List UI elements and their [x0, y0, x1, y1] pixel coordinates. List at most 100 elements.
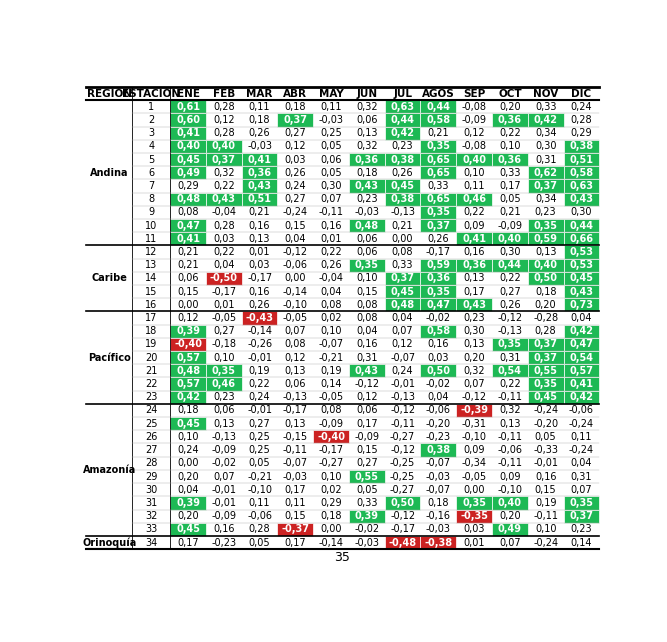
Bar — [420, 325, 456, 338]
Text: 0,23: 0,23 — [392, 141, 414, 152]
Text: 0,43: 0,43 — [462, 300, 486, 310]
Text: -0,21: -0,21 — [319, 352, 344, 363]
Text: 31: 31 — [145, 498, 157, 508]
Text: 12: 12 — [145, 247, 157, 257]
Text: 0,05: 0,05 — [320, 141, 342, 152]
Bar — [528, 391, 564, 404]
Text: -0,09: -0,09 — [319, 419, 344, 429]
Text: 0,43: 0,43 — [247, 181, 271, 191]
Text: 0,26: 0,26 — [320, 260, 342, 270]
Text: 0,22: 0,22 — [213, 247, 235, 257]
Text: 0,38: 0,38 — [570, 141, 594, 152]
Text: 0,17: 0,17 — [499, 181, 521, 191]
Text: 7: 7 — [148, 181, 155, 191]
Text: 0,11: 0,11 — [285, 498, 306, 508]
Text: 0,01: 0,01 — [213, 300, 235, 310]
Text: 0,43: 0,43 — [570, 286, 594, 297]
Text: 0,15: 0,15 — [177, 286, 199, 297]
Text: 0,48: 0,48 — [176, 366, 200, 376]
Text: -0,17: -0,17 — [390, 525, 415, 534]
Bar — [420, 285, 456, 299]
Text: 0,33: 0,33 — [392, 260, 414, 270]
Text: 0,24: 0,24 — [392, 366, 414, 376]
Text: -0,17: -0,17 — [247, 273, 272, 283]
Text: 28: 28 — [145, 458, 157, 468]
Bar — [528, 351, 564, 364]
Text: 0,17: 0,17 — [285, 537, 306, 548]
Text: -0,09: -0,09 — [211, 511, 236, 521]
Text: 0,65: 0,65 — [426, 168, 450, 178]
Text: 0,31: 0,31 — [571, 471, 592, 482]
Text: 0,31: 0,31 — [535, 155, 556, 164]
Bar — [528, 232, 564, 245]
Text: 0,00: 0,00 — [177, 458, 199, 468]
Text: 29: 29 — [145, 471, 157, 482]
Text: 0,04: 0,04 — [356, 326, 378, 336]
Text: 0,65: 0,65 — [426, 155, 450, 164]
Text: -0,09: -0,09 — [498, 221, 522, 230]
Text: 11: 11 — [145, 234, 157, 244]
Text: 0,14: 0,14 — [571, 537, 592, 548]
Text: -0,15: -0,15 — [283, 432, 308, 442]
Text: 0,53: 0,53 — [570, 247, 594, 257]
Text: 0,27: 0,27 — [213, 326, 235, 336]
Bar — [170, 114, 206, 126]
Text: 0,06: 0,06 — [213, 406, 235, 415]
Bar — [385, 285, 420, 299]
Text: -0,01: -0,01 — [211, 498, 236, 508]
Bar — [170, 193, 206, 206]
Text: 0,04: 0,04 — [177, 485, 199, 495]
Text: 0,21: 0,21 — [392, 221, 414, 230]
Bar — [349, 470, 385, 483]
Text: 0,39: 0,39 — [355, 511, 379, 521]
Bar — [170, 100, 206, 114]
Text: 0,23: 0,23 — [570, 525, 592, 534]
Bar — [564, 377, 599, 391]
Text: JUL: JUL — [393, 89, 412, 98]
Text: 0,01: 0,01 — [464, 537, 485, 548]
Text: 0,58: 0,58 — [426, 115, 450, 125]
Text: 0,26: 0,26 — [249, 300, 270, 310]
Text: Caribe: Caribe — [91, 273, 127, 283]
Text: 0,24: 0,24 — [177, 445, 199, 455]
Text: -0,05: -0,05 — [319, 392, 344, 403]
Text: -0,17: -0,17 — [426, 247, 451, 257]
Text: 0,35: 0,35 — [355, 260, 379, 270]
Text: 0,29: 0,29 — [320, 498, 342, 508]
Text: 0,05: 0,05 — [249, 458, 270, 468]
Text: 0,43: 0,43 — [570, 194, 594, 204]
Text: 0,45: 0,45 — [176, 525, 200, 534]
Text: 0,35: 0,35 — [426, 141, 450, 152]
Text: 0,66: 0,66 — [570, 234, 594, 244]
Bar — [528, 166, 564, 179]
Text: 0,00: 0,00 — [320, 525, 342, 534]
Text: 0,04: 0,04 — [285, 234, 306, 244]
Text: 0,27: 0,27 — [285, 128, 306, 138]
Text: 0,59: 0,59 — [534, 234, 558, 244]
Text: -0,12: -0,12 — [462, 392, 487, 403]
Bar — [385, 536, 420, 549]
Text: 33: 33 — [145, 525, 157, 534]
Text: 0,27: 0,27 — [249, 419, 271, 429]
Text: 0,50: 0,50 — [534, 273, 558, 283]
Text: 0,05: 0,05 — [320, 168, 342, 178]
Text: 0,44: 0,44 — [391, 115, 415, 125]
Bar — [349, 179, 385, 193]
Text: 0,03: 0,03 — [285, 155, 306, 164]
Text: 0,58: 0,58 — [426, 326, 450, 336]
Text: -0,20: -0,20 — [533, 419, 558, 429]
Text: 0,16: 0,16 — [535, 471, 556, 482]
Text: -0,13: -0,13 — [390, 392, 415, 403]
Text: 0,10: 0,10 — [535, 525, 556, 534]
Text: 0,54: 0,54 — [570, 352, 594, 363]
Text: -0,03: -0,03 — [247, 141, 272, 152]
Text: 0,05: 0,05 — [499, 194, 521, 204]
Text: 0,47: 0,47 — [426, 300, 450, 310]
Bar — [564, 140, 599, 153]
Text: 0,05: 0,05 — [249, 537, 270, 548]
Text: 0,41: 0,41 — [570, 379, 594, 389]
Text: -0,01: -0,01 — [247, 352, 272, 363]
Text: 30: 30 — [145, 485, 157, 495]
Text: 0,58: 0,58 — [570, 168, 594, 178]
Text: 0,32: 0,32 — [356, 101, 378, 112]
